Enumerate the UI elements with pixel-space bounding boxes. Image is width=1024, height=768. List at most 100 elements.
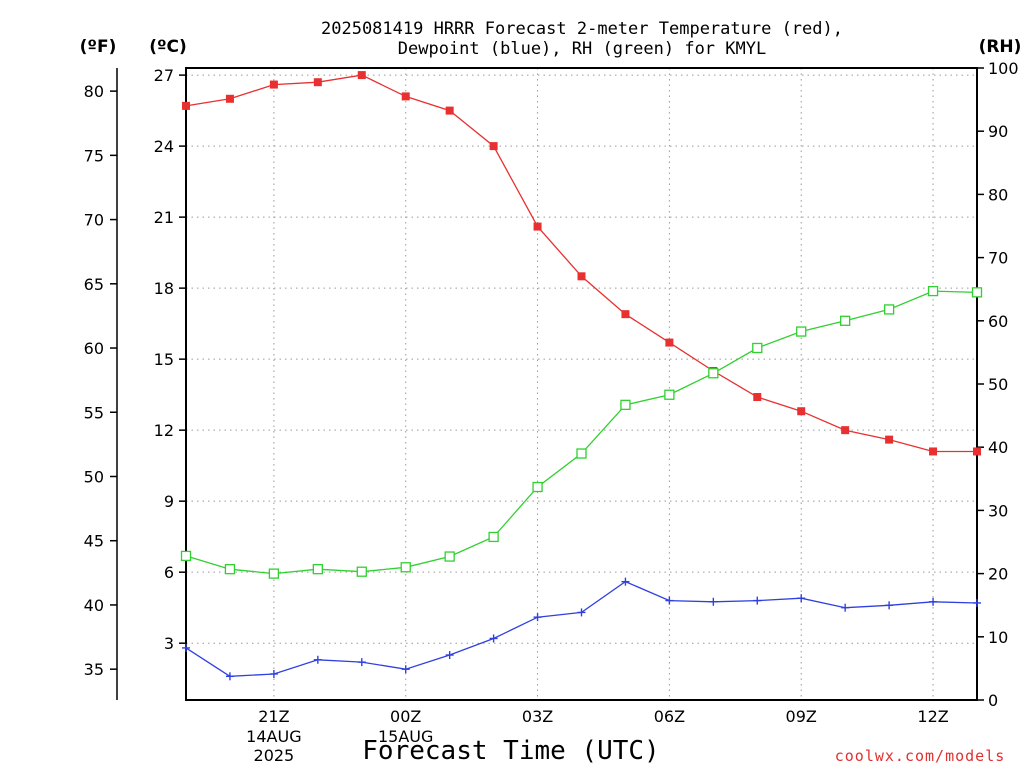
x-tick-label-4: 09Z xyxy=(786,707,817,726)
x-tick-label-3: 06Z xyxy=(654,707,685,726)
rh-point-9 xyxy=(576,448,587,459)
temperature-point-0 xyxy=(182,101,190,110)
x-tick-label-2: 03Z xyxy=(522,707,553,726)
temperature-point-15 xyxy=(841,426,850,435)
rh-tick-label-8: 80 xyxy=(988,185,1008,204)
rh-point-16 xyxy=(883,304,895,315)
x-tick-date-0: 14AUG xyxy=(246,727,301,746)
rh-tick-label-9: 90 xyxy=(988,122,1008,141)
f-tick-label-5: 60 xyxy=(84,339,104,358)
rh-tick-label-1: 10 xyxy=(988,628,1008,647)
temperature-point-9 xyxy=(577,272,586,281)
c-tick-label-4: 15 xyxy=(154,350,174,369)
rh-point-17 xyxy=(927,285,939,297)
x-tick-year-0: 2025 xyxy=(254,746,295,765)
dewpoint-point-1 xyxy=(225,672,234,681)
x-tick-label-0: 21Z xyxy=(258,707,289,726)
temperature-point-1 xyxy=(225,94,234,103)
rh-point-15 xyxy=(840,315,851,326)
dewpoint-point-10 xyxy=(621,577,630,586)
dewpoint-point-5 xyxy=(401,665,410,674)
temperature-point-4 xyxy=(357,71,366,80)
rh-ticks: 0 10 20 30 40 50 60 70 80 90 100 xyxy=(977,59,1019,710)
dewpoint-point-3 xyxy=(313,655,322,664)
dewpoint-point-16 xyxy=(885,601,894,610)
temperature-point-16 xyxy=(885,435,894,444)
f-tick-label-0: 35 xyxy=(84,660,104,679)
rh-tick-label-0: 0 xyxy=(988,691,998,710)
dewpoint-point-4 xyxy=(357,658,366,667)
celsius-axis-label: (ºC) xyxy=(149,37,187,57)
dewpoint-point-7 xyxy=(489,634,498,643)
f-tick-label-6: 65 xyxy=(84,275,104,294)
temperature-point-14 xyxy=(797,407,806,416)
rh-point-5 xyxy=(400,562,411,573)
dewpoint-point-2 xyxy=(269,669,278,678)
plot-frame xyxy=(185,67,978,701)
rh-point-6 xyxy=(444,551,455,562)
rh-point-12 xyxy=(708,368,719,379)
c-tick-label-5: 18 xyxy=(154,279,174,298)
dewpoint-point-11 xyxy=(665,596,674,605)
fahrenheit-ticks: 35 40 45 50 55 60 65 70 75 80 xyxy=(84,82,117,679)
c-tick-label-3: 12 xyxy=(154,421,174,440)
rh-point-4 xyxy=(356,566,367,577)
temperature-point-3 xyxy=(313,78,322,87)
f-tick-label-4: 55 xyxy=(84,403,104,422)
temperature-point-10 xyxy=(621,310,630,319)
dewpoint-point-6 xyxy=(445,651,454,660)
rh-point-11 xyxy=(664,389,675,400)
rh-tick-label-3: 30 xyxy=(988,501,1008,520)
chart-title: 2025081419 HRRR Forecast 2-meter Tempera… xyxy=(321,19,843,59)
fahrenheit-axis-label: (ºF) xyxy=(80,37,117,57)
dewpoint-point-13 xyxy=(753,596,762,605)
rh-point-13 xyxy=(752,342,763,354)
series-layer xyxy=(180,71,983,681)
f-tick-label-1: 40 xyxy=(84,596,104,615)
c-tick-label-0: 3 xyxy=(164,634,174,653)
c-tick-label-2: 9 xyxy=(164,492,174,511)
rh-tick-label-4: 40 xyxy=(988,438,1008,457)
dewpoint-point-9 xyxy=(577,608,586,617)
dewpoint-point-17 xyxy=(929,597,938,606)
credit-text: coolwx.com/models xyxy=(835,747,1006,765)
temperature-point-11 xyxy=(665,338,674,347)
c-tick-label-6: 21 xyxy=(154,208,174,227)
c-tick-label-1: 6 xyxy=(164,563,174,582)
f-tick-label-2: 45 xyxy=(84,532,104,551)
rh-point-10 xyxy=(620,399,631,411)
dewpoint-point-0 xyxy=(182,643,190,652)
rh-tick-label-2: 20 xyxy=(988,565,1008,584)
dewpoint-series-line xyxy=(185,580,978,677)
f-tick-label-7: 70 xyxy=(84,211,104,230)
f-tick-label-9: 80 xyxy=(84,82,104,101)
temperature-point-2 xyxy=(269,80,278,89)
rh-tick-label-7: 70 xyxy=(988,249,1008,268)
temperature-point-13 xyxy=(753,393,762,402)
x-tick-label-5: 12Z xyxy=(917,707,948,726)
temperature-point-5 xyxy=(401,92,410,101)
dewpoint-point-15 xyxy=(841,603,850,612)
c-tick-label-8: 27 xyxy=(154,66,174,85)
x-tick-date-1: 15AUG xyxy=(378,727,433,746)
dewpoint-point-18 xyxy=(973,598,981,607)
dewpoint-point-12 xyxy=(709,597,718,606)
rh-tick-label-5: 50 xyxy=(988,375,1008,394)
x-tick-label-1: 00Z xyxy=(390,707,421,726)
grid-lines xyxy=(186,68,977,700)
rh-point-3 xyxy=(312,564,323,575)
title-line-1: 2025081419 HRRR Forecast 2-meter Tempera… xyxy=(321,19,843,39)
rh-axis-label: (RH) xyxy=(979,37,1022,57)
celsius-ticks: 3 6 9 12 15 18 21 24 27 xyxy=(154,66,186,653)
f-tick-label-8: 75 xyxy=(84,146,104,165)
rh-point-14 xyxy=(796,326,807,337)
rh-tick-label-10: 100 xyxy=(988,59,1019,78)
x-axis-label: Forecast Time (UTC) xyxy=(362,736,659,766)
temperature-series-line xyxy=(185,74,977,453)
temperature-point-6 xyxy=(445,106,454,115)
c-tick-label-7: 24 xyxy=(154,137,174,156)
temperature-point-7 xyxy=(489,142,498,151)
rh-tick-label-6: 60 xyxy=(988,312,1008,331)
